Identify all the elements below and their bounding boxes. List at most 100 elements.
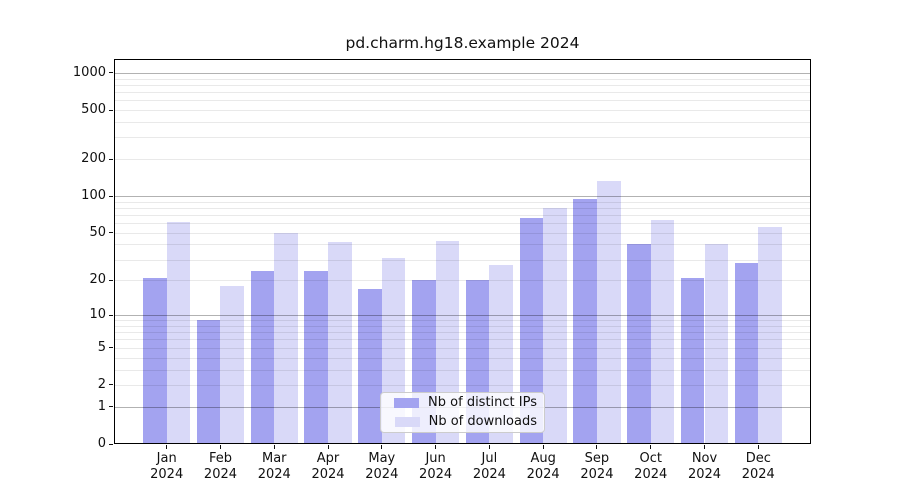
y-tick	[109, 384, 113, 386]
y-tick-label: 10	[89, 307, 106, 323]
gridline-minor	[114, 259, 811, 261]
y-tick	[109, 109, 113, 111]
bar-nb-of-downloads	[650, 219, 675, 444]
x-tick-month: Nov	[691, 451, 718, 466]
y-tick	[109, 443, 113, 445]
bar-nb-of-downloads	[166, 222, 191, 444]
x-tick-label: Dec 2024	[718, 451, 798, 482]
gridline-minor	[114, 357, 811, 359]
x-tick-label: Jan 2024	[127, 451, 207, 482]
gridline-minor	[114, 100, 811, 102]
x-tick	[488, 445, 490, 449]
gridline-major	[114, 72, 811, 74]
bar-nb-of-downloads	[758, 226, 782, 444]
y-tick-label: 100	[81, 188, 106, 204]
x-tick-month: Jun	[425, 451, 446, 466]
chart-title: pd.charm.hg18.example 2024	[345, 34, 580, 52]
x-tick	[273, 445, 275, 449]
gridline-major	[114, 196, 811, 198]
x-tick-label: Jun 2024	[396, 451, 476, 482]
gridline-minor	[114, 207, 811, 209]
x-tick	[381, 445, 383, 449]
x-tick	[757, 445, 759, 449]
x-tick	[435, 445, 437, 449]
y-tick-label: 50	[89, 224, 106, 240]
gridline-minor	[114, 201, 811, 203]
legend-swatch-downloads-icon	[394, 416, 420, 428]
x-tick-year: 2024	[472, 466, 506, 482]
x-tick-year: 2024	[311, 466, 345, 482]
legend-item-distinct-ips: Nb of distinct IPs	[388, 395, 537, 411]
gridline-minor	[114, 110, 811, 112]
bar-nb-of-downloads	[596, 181, 621, 444]
x-tick-label: Oct 2024	[611, 451, 691, 482]
x-tick-month: Dec	[745, 451, 771, 466]
bar-nb-of-distinct-ips	[519, 218, 544, 444]
gridline-minor	[114, 320, 811, 322]
x-tick-year: 2024	[419, 466, 453, 482]
x-tick-month: Apr	[316, 451, 340, 466]
y-tick-label: 5	[97, 339, 106, 355]
y-tick	[109, 279, 113, 281]
x-tick-year: 2024	[365, 466, 399, 482]
y-tick	[109, 406, 113, 408]
gridline-major	[114, 315, 811, 317]
bar-nb-of-distinct-ips	[304, 271, 329, 444]
y-tick-label: 20	[89, 272, 106, 288]
x-tick-month: Oct	[639, 451, 662, 466]
x-tick-label: Nov 2024	[665, 451, 745, 482]
bar-nb-of-downloads	[328, 241, 352, 444]
bar-nb-of-distinct-ips	[358, 288, 382, 444]
gridline-minor	[114, 332, 811, 334]
bar-nb-of-distinct-ips	[734, 263, 759, 444]
y-tick	[109, 232, 113, 234]
gridline-minor	[114, 84, 811, 86]
x-tick-year: 2024	[257, 466, 291, 482]
x-tick	[704, 445, 705, 449]
x-tick-label: Feb 2024	[180, 451, 260, 482]
x-tick-month: Sep	[584, 451, 610, 466]
gridline-minor	[114, 214, 811, 216]
y-tick	[109, 72, 113, 74]
gridline-minor	[114, 280, 811, 282]
bar-nb-of-downloads	[543, 207, 567, 444]
legend-label-downloads: Nb of downloads	[428, 414, 537, 429]
x-tick-year: 2024	[741, 466, 775, 482]
x-tick	[650, 445, 652, 449]
bar-nb-of-downloads	[704, 244, 729, 444]
y-tick-label: 200	[81, 151, 106, 167]
y-tick	[109, 195, 113, 197]
bar-nb-of-distinct-ips	[627, 244, 651, 444]
y-tick	[109, 158, 113, 160]
y-tick-label: 1000	[72, 64, 106, 80]
y-tick-label: 0	[97, 436, 106, 451]
x-tick-label: May 2024	[342, 451, 422, 482]
y-tick-label: 1	[97, 398, 106, 414]
x-tick-month: Aug	[530, 451, 556, 466]
x-tick	[596, 445, 598, 449]
legend: Nb of distinct IPs Nb of downloads	[380, 392, 545, 433]
gridline-minor	[114, 339, 811, 341]
x-tick-month: May	[368, 451, 396, 466]
gridline-minor	[114, 325, 811, 327]
gridline-minor	[114, 159, 811, 161]
bar-nb-of-downloads	[274, 232, 298, 444]
bar-nb-of-distinct-ips	[680, 277, 705, 444]
gridline-minor	[114, 347, 811, 349]
gridline-minor	[114, 121, 811, 123]
x-tick	[542, 445, 544, 449]
x-tick-label: Mar 2024	[234, 451, 314, 482]
legend-item-downloads: Nb of downloads	[388, 414, 537, 430]
legend-swatch-distinct-ips-icon	[394, 397, 420, 409]
gridline-minor	[114, 91, 811, 93]
grid-layer	[114, 59, 811, 444]
x-tick-year: 2024	[526, 466, 560, 482]
bar-nb-of-distinct-ips	[143, 277, 167, 444]
x-tick-year: 2024	[580, 466, 614, 482]
x-tick-year: 2024	[687, 466, 722, 482]
y-tick-label: 500	[81, 102, 106, 118]
bar-nb-of-downloads	[220, 285, 245, 444]
gridline-minor	[114, 78, 811, 80]
